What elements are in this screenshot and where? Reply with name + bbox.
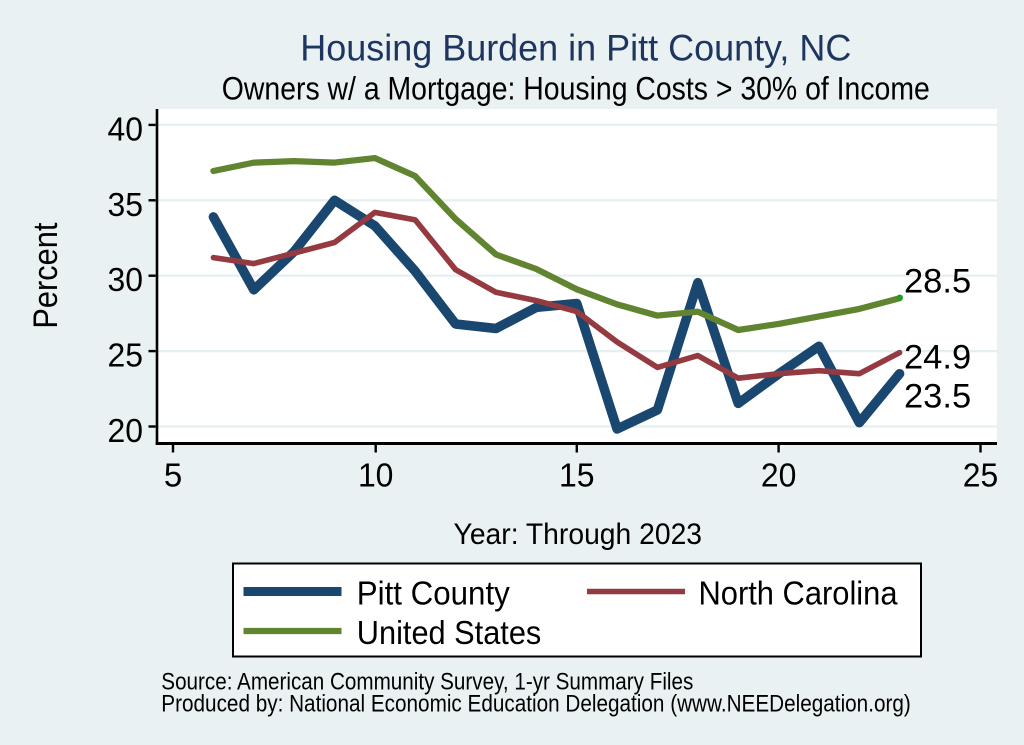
svg-text:Source: American Community Sur: Source: American Community Survey, 1-yr … [161, 668, 693, 695]
svg-text:10: 10 [358, 456, 394, 493]
svg-text:United States: United States [357, 614, 542, 651]
svg-text:Pitt County: Pitt County [357, 574, 510, 611]
svg-text:15: 15 [559, 456, 595, 493]
svg-text:25: 25 [963, 456, 999, 493]
svg-text:20: 20 [108, 412, 144, 449]
svg-text:23.5: 23.5 [904, 378, 971, 416]
svg-text:28.5: 28.5 [904, 263, 971, 301]
svg-text:Owners w/ a Mortgage: Housing: Owners w/ a Mortgage: Housing Costs > 30… [222, 71, 930, 107]
svg-text:Year: Through 2023: Year: Through 2023 [454, 518, 703, 551]
svg-text:20: 20 [761, 456, 797, 493]
svg-text:30: 30 [108, 261, 144, 298]
svg-text:North Carolina: North Carolina [699, 574, 899, 611]
svg-text:25: 25 [108, 337, 144, 374]
svg-text:Percent: Percent [27, 222, 65, 328]
svg-text:Housing Burden in Pitt County,: Housing Burden in Pitt County, NC [300, 27, 851, 69]
svg-text:5: 5 [164, 456, 182, 493]
svg-text:24.9: 24.9 [904, 339, 971, 377]
svg-text:40: 40 [108, 110, 144, 147]
svg-text:Produced by: National Economic: Produced by: National Economic Education… [161, 691, 911, 718]
svg-text:35: 35 [108, 186, 144, 223]
